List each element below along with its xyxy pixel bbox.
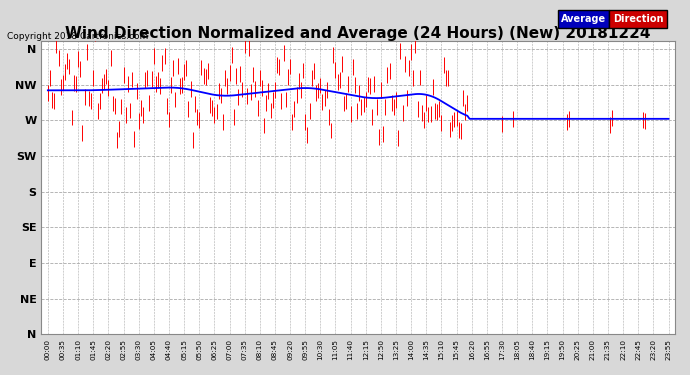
Text: Average: Average [561,14,606,24]
Title: Wind Direction Normalized and Average (24 Hours) (New) 20181224: Wind Direction Normalized and Average (2… [66,26,651,41]
Text: Copyright 2018 Cartronics.com: Copyright 2018 Cartronics.com [7,32,148,41]
Text: Direction: Direction [613,14,663,24]
